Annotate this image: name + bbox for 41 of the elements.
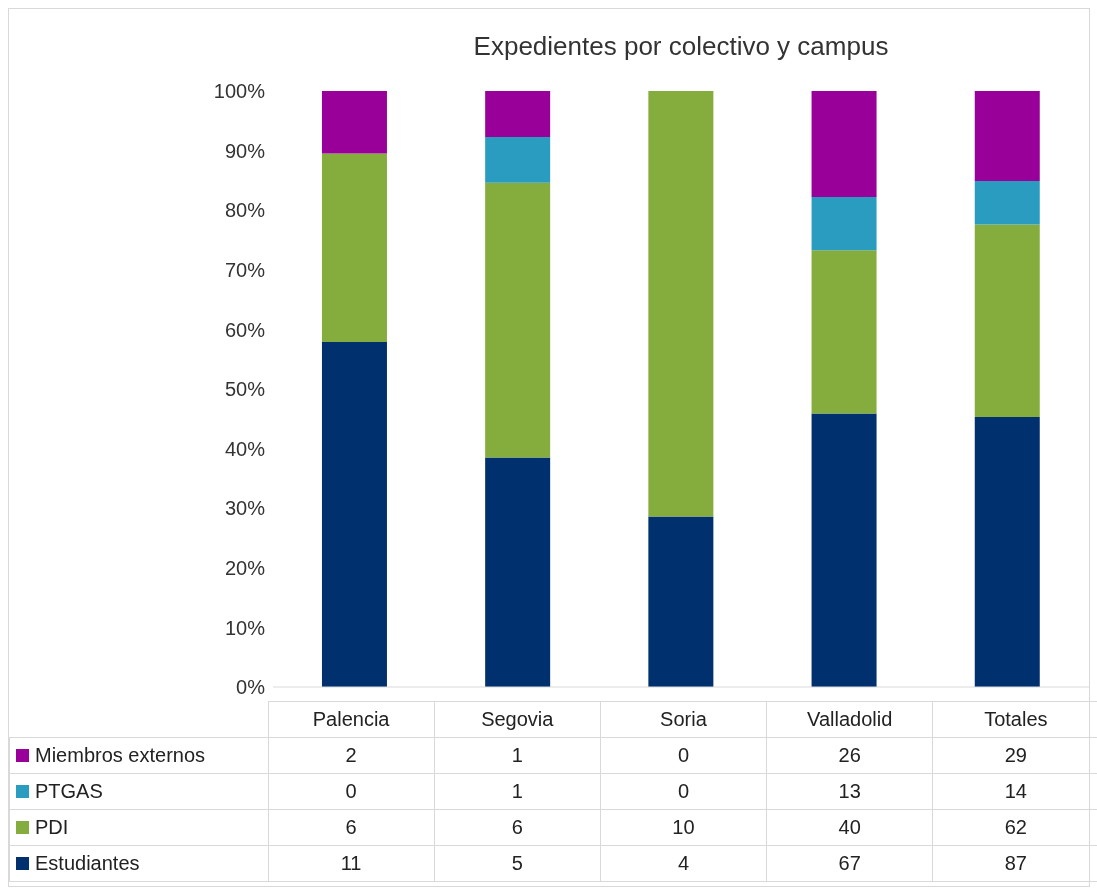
y-tick-label: 80% — [224, 199, 266, 222]
data-label: 67 — [766, 845, 933, 882]
data-label: 4 — [600, 845, 767, 882]
data-label: 6 — [268, 809, 435, 846]
legend-label: Estudiantes — [9, 845, 268, 882]
data-label: 87 — [932, 845, 1097, 882]
y-tick-label: 70% — [224, 258, 266, 281]
category-label: Totales — [932, 701, 1097, 738]
data-label: 1 — [434, 737, 601, 774]
data-label: 29 — [932, 737, 1097, 774]
category-label: Soria — [600, 701, 767, 738]
data-label: 11 — [268, 845, 435, 882]
data-label: 0 — [268, 773, 435, 810]
category-label: Segovia — [434, 701, 601, 738]
y-tick-label: 40% — [224, 437, 266, 460]
data-label: 40 — [766, 809, 933, 846]
data-label: 13 — [766, 773, 933, 810]
y-tick-label: 60% — [224, 318, 266, 341]
data-label: 6 — [434, 809, 601, 846]
data-label: 2 — [268, 737, 435, 774]
y-tick-label: 0% — [236, 676, 266, 699]
category-label: Palencia — [268, 701, 435, 738]
y-tick-label: 10% — [224, 616, 266, 639]
data-label: 0 — [600, 737, 767, 774]
data-label: 10 — [600, 809, 767, 846]
y-tick-label: 20% — [224, 556, 266, 579]
data-label: 14 — [932, 773, 1097, 810]
y-tick-label: 100% — [213, 80, 266, 103]
chart-title: Expedientes por colectivo y campus — [472, 30, 890, 63]
y-tick-label: 30% — [224, 497, 266, 520]
data-label: 0 — [600, 773, 767, 810]
y-tick-label: 50% — [224, 378, 266, 401]
data-label: 26 — [766, 737, 933, 774]
category-label: Valladolid — [766, 701, 933, 738]
legend-label: Miembros externos — [9, 737, 268, 774]
data-label: 62 — [932, 809, 1097, 846]
y-tick-label: 90% — [224, 139, 266, 162]
data-label: 5 — [434, 845, 601, 882]
legend-label: PTGAS — [9, 773, 268, 810]
data-label: 1 — [434, 773, 601, 810]
legend-label: PDI — [9, 809, 268, 846]
